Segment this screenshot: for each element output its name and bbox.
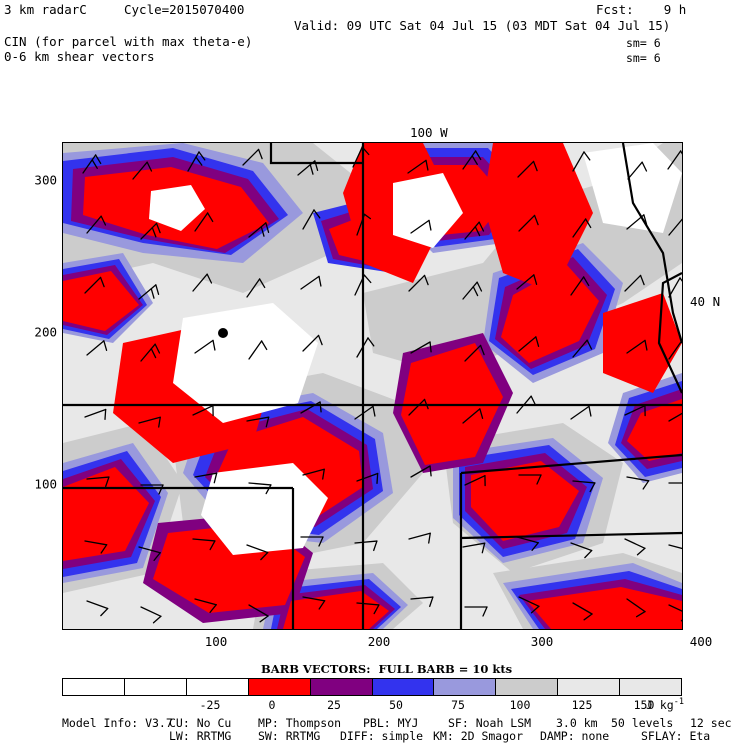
pbl-scheme: PBL: MYJ <box>363 718 418 730</box>
map-plot-area[interactable] <box>62 142 683 630</box>
colorbar-segment <box>63 679 125 695</box>
model-info-label: Model Info: V3.7 <box>62 718 173 730</box>
colorbar-unit-label: J kg-1 <box>646 697 684 712</box>
vector-field-label: 0-6 km shear vectors <box>4 51 155 64</box>
x-tick: 200 <box>368 634 391 649</box>
colorbar-segment <box>373 679 435 695</box>
colorbar-segment <box>125 679 187 695</box>
colorbar-ticks: -25 0 25 50 75 100 125 150 <box>62 698 682 714</box>
x-tick: 400 <box>690 634 713 649</box>
latitude-label: 40 N <box>690 296 720 309</box>
colorbar-tick: 100 <box>510 698 531 712</box>
colorbar-tick: 25 <box>327 698 341 712</box>
colorbar-tick: 125 <box>572 698 593 712</box>
smoothing-label-2: sm= 6 <box>626 53 661 65</box>
x-tick: 100 <box>205 634 228 649</box>
colorbar-unit-exponent: -1 <box>674 697 684 707</box>
valid-time-label: Valid: 09 UTC Sat 04 Jul 15 (03 MDT Sat … <box>294 20 670 33</box>
surface-scheme: SF: Noah LSM <box>448 718 531 730</box>
colorbar-segment <box>187 679 249 695</box>
shortwave-scheme: SW: RRTMG <box>258 731 320 743</box>
model-name-label: 3 km radarC <box>4 4 87 17</box>
colorbar[interactable] <box>62 678 682 696</box>
colorbar-segment <box>434 679 496 695</box>
timestep: 12 sec <box>690 718 732 730</box>
x-tick: 300 <box>531 634 554 649</box>
smoothing-label-1: sm= 6 <box>626 38 661 50</box>
y-tick: 100 <box>34 477 57 492</box>
colorbar-unit-text: J kg <box>646 698 674 712</box>
y-tick: 200 <box>34 325 57 340</box>
grid-spacing: 3.0 km <box>556 718 598 730</box>
diffusion-scheme: DIFF: simple <box>340 731 423 743</box>
plot-frame <box>62 142 683 630</box>
station-marker <box>218 328 228 338</box>
y-tick: 300 <box>34 173 57 188</box>
colorbar-segment <box>558 679 620 695</box>
longitude-label: 100 W <box>410 127 448 140</box>
km-scheme: KM: 2D Smagor <box>433 731 523 743</box>
colorbar-segment <box>496 679 558 695</box>
longwave-scheme: LW: RRTMG <box>169 731 231 743</box>
cumulus-scheme: CU: No Cu <box>169 718 231 730</box>
colorbar-tick: 0 <box>269 698 276 712</box>
cycle-label: Cycle=2015070400 <box>124 4 244 17</box>
field-title-label: CIN (for parcel with max theta-e) <box>4 36 252 49</box>
damping-scheme: DAMP: none <box>540 731 609 743</box>
colorbar-tick: 75 <box>451 698 465 712</box>
y-axis-ticks: 300 200 100 <box>0 142 57 630</box>
colorbar-segment <box>620 679 681 695</box>
colorbar-segment <box>311 679 373 695</box>
vertical-levels: 50 levels <box>611 718 673 730</box>
colorbar-tick: 50 <box>389 698 403 712</box>
colorbar-title: BARB VECTORS: FULL BARB = 10 kts <box>261 664 512 676</box>
cin-contour-field <box>63 143 682 629</box>
forecast-hour-label: Fcst: 9 h <box>596 4 686 17</box>
x-axis-ticks: 100 200 300 400 <box>62 634 683 652</box>
colorbar-tick: -25 <box>200 698 221 712</box>
colorbar-segment <box>249 679 311 695</box>
sflay-scheme: SFLAY: Eta <box>641 731 710 743</box>
microphysics-scheme: MP: Thompson <box>258 718 341 730</box>
